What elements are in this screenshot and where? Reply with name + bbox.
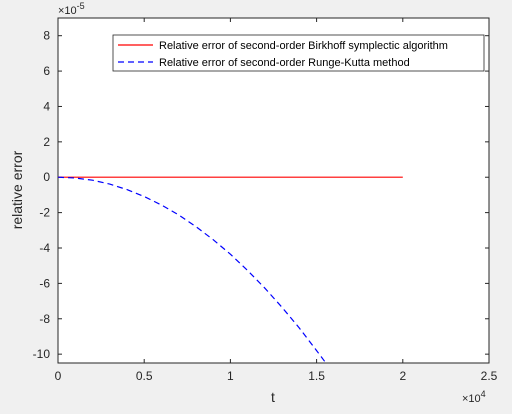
x-tick-label: 0 bbox=[55, 369, 62, 383]
y-tick-label: -8 bbox=[39, 312, 50, 326]
x-tick-label: 1.5 bbox=[308, 369, 325, 383]
x-tick-label: 1 bbox=[227, 369, 234, 383]
y-tick-label: -10 bbox=[33, 347, 51, 361]
y-tick-label: 0 bbox=[43, 170, 50, 184]
y-axis-label: relative error bbox=[9, 150, 25, 229]
x-exponent-label: ×104 bbox=[462, 389, 486, 405]
x-tick-label: 2 bbox=[399, 369, 406, 383]
legend: Relative error of second-order Birkhoff … bbox=[112, 34, 485, 72]
y-tick-label: 4 bbox=[43, 99, 50, 113]
x-axis-label: t bbox=[271, 389, 275, 405]
y-exponent-label: ×10-5 bbox=[58, 1, 85, 17]
y-tick-label: -4 bbox=[39, 241, 50, 255]
y-tick-label: 6 bbox=[43, 64, 50, 78]
legend-label-symplectic: Relative error of second-order Birkhoff … bbox=[159, 40, 448, 52]
y-tick-label: -6 bbox=[39, 276, 50, 290]
x-tick-label: 2.5 bbox=[481, 369, 498, 383]
x-tick-label: 0.5 bbox=[136, 369, 153, 383]
legend-box bbox=[112, 34, 485, 72]
y-tick-label: -2 bbox=[39, 206, 50, 220]
y-tick-label: 8 bbox=[43, 29, 50, 43]
y-tick-label: 2 bbox=[43, 135, 50, 149]
legend-label-runge-kutta: Relative error of second-order Runge-Kut… bbox=[159, 57, 410, 69]
